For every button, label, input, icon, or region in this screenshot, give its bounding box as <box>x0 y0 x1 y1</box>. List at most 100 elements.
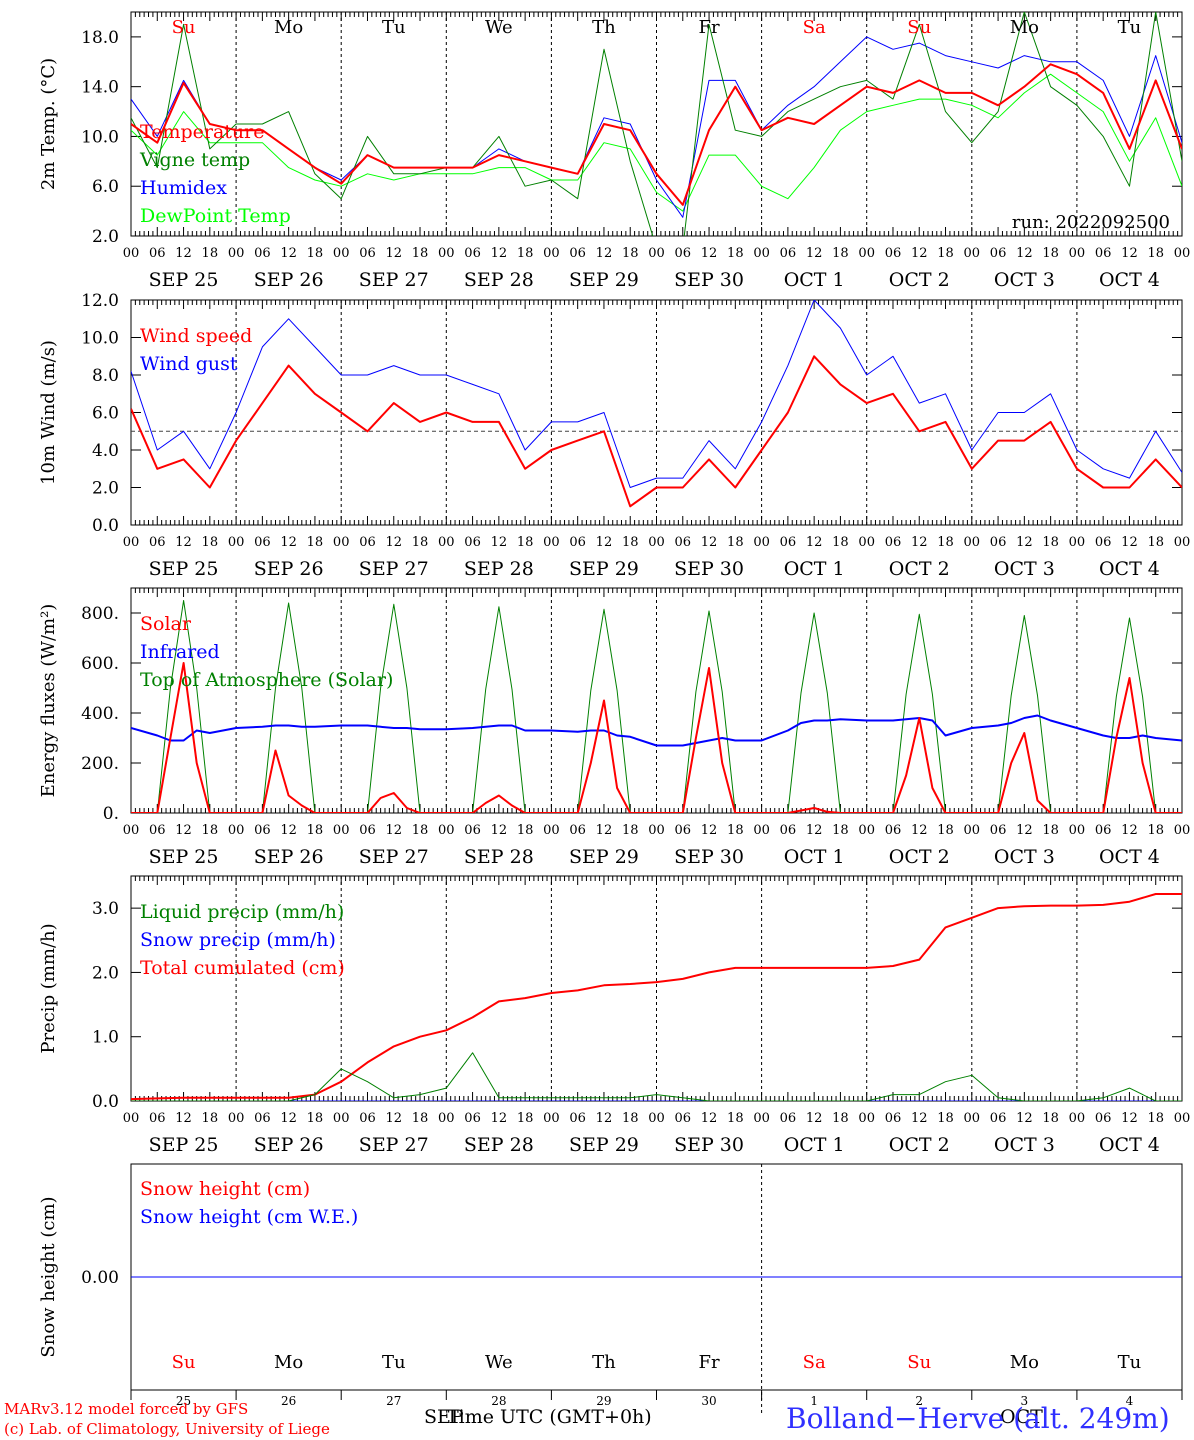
hour-tick-label: 18 <box>307 246 324 261</box>
weekday-label: Su <box>172 17 196 38</box>
series-line <box>131 893 1182 1101</box>
hour-tick-label: 12 <box>911 823 928 838</box>
weekday-label: Th <box>592 1352 616 1373</box>
hour-tick-label: 00 <box>858 535 875 550</box>
hour-tick-label: 12 <box>701 1111 718 1126</box>
time-ticks <box>130 12 1183 236</box>
series-line <box>131 12 1182 236</box>
date-label: SEP 26 <box>254 846 324 868</box>
y-tick-label: 6.0 <box>92 177 119 197</box>
hour-tick-label: 18 <box>832 823 849 838</box>
y-tick-label: 800. <box>81 604 119 624</box>
date-label: SEP 25 <box>149 269 219 291</box>
hour-tick-label: 00 <box>438 1111 455 1126</box>
hour-tick-label: 00 <box>123 823 140 838</box>
hour-tick-label: 18 <box>727 535 744 550</box>
hour-tick-label: 12 <box>1121 1111 1138 1126</box>
date-label: SEP 26 <box>254 1134 324 1156</box>
hour-tick-label: 12 <box>491 246 508 261</box>
weekday-label: Sa <box>803 1352 826 1373</box>
hour-tick-label: 12 <box>911 246 928 261</box>
hour-tick-label: 00 <box>1174 823 1191 838</box>
hour-tick-label: 06 <box>569 823 586 838</box>
weekday-label: Su <box>907 1352 931 1373</box>
legend-entry: Liquid precip (mm/h) <box>140 901 344 923</box>
date-label: OCT 2 <box>889 558 950 580</box>
series-line <box>131 63 1182 206</box>
date-label: SEP 28 <box>464 846 534 868</box>
hour-tick-label: 00 <box>858 246 875 261</box>
legend-entry: Total cumulated (cm) <box>140 957 345 979</box>
y-tick-label: 400. <box>81 704 119 724</box>
hour-tick-label: 12 <box>806 1111 823 1126</box>
date-label: OCT 3 <box>994 558 1055 580</box>
hour-tick-label: 00 <box>858 1111 875 1126</box>
hour-tick-label: 06 <box>464 535 481 550</box>
weekday-label: Tu <box>1118 17 1142 38</box>
hour-tick-label: 18 <box>1147 535 1164 550</box>
hour-tick-label: 12 <box>1016 1111 1033 1126</box>
date-label: SEP 27 <box>359 1134 429 1156</box>
date-label: SEP 26 <box>254 269 324 291</box>
hour-tick-label: 18 <box>1147 1111 1164 1126</box>
hour-tick-label: 12 <box>1121 246 1138 261</box>
hour-tick-label: 18 <box>517 1111 534 1126</box>
hour-tick-label: 18 <box>1042 535 1059 550</box>
hour-tick-label: 00 <box>123 1111 140 1126</box>
hour-tick-label: 12 <box>1016 535 1033 550</box>
hour-tick-label: 18 <box>202 246 219 261</box>
hour-tick-label: 18 <box>622 246 639 261</box>
day-number-label: 27 <box>386 1394 401 1408</box>
date-label: OCT 2 <box>889 1134 950 1156</box>
date-label: SEP 27 <box>359 846 429 868</box>
hour-tick-label: 06 <box>569 1111 586 1126</box>
hour-tick-label: 00 <box>438 823 455 838</box>
y-tick-label: 1.0 <box>92 1028 119 1048</box>
legend-entry: Solar <box>140 613 192 635</box>
weekday-label: Tu <box>1118 1352 1142 1373</box>
credit-line-2: (c) Lab. of Climatology, University of L… <box>4 1420 330 1438</box>
date-label: OCT 2 <box>889 846 950 868</box>
hour-tick-label: 06 <box>1095 1111 1112 1126</box>
hour-tick-label: 00 <box>123 535 140 550</box>
date-label: SEP 25 <box>149 558 219 580</box>
date-label: SEP 27 <box>359 558 429 580</box>
date-label: OCT 4 <box>1099 1134 1160 1156</box>
date-label: OCT 4 <box>1099 269 1160 291</box>
hour-tick-label: 12 <box>1121 823 1138 838</box>
date-label: SEP 29 <box>569 269 639 291</box>
weekday-label: Mo <box>274 17 303 38</box>
hour-tick-label: 00 <box>753 1111 770 1126</box>
hour-tick-label: 18 <box>622 823 639 838</box>
hour-tick-label: 00 <box>543 246 560 261</box>
legend-entry: Top of Atmosphere (Solar) <box>140 669 393 691</box>
hour-tick-label: 06 <box>149 823 166 838</box>
weekday-label: Tu <box>382 1352 406 1373</box>
date-label: SEP 25 <box>149 1134 219 1156</box>
hour-tick-label: 00 <box>1069 246 1086 261</box>
hour-tick-label: 06 <box>254 1111 271 1126</box>
hour-tick-label: 12 <box>1121 535 1138 550</box>
legend-entry: Snow height (cm W.E.) <box>140 1206 358 1228</box>
hour-tick-label: 12 <box>596 1111 613 1126</box>
weekday-label: Fr <box>699 1352 720 1373</box>
hour-tick-label: 00 <box>1174 535 1191 550</box>
panels: 2.06.010.014.018.02m Temp. (°C) Temperatu… <box>38 11 1191 1416</box>
legend-entry: Infrared <box>140 641 220 663</box>
day-number-label: 4 <box>1126 1394 1134 1408</box>
time-ticks <box>130 300 1183 525</box>
hour-tick-label: 00 <box>543 1111 560 1126</box>
weekday-label: Mo <box>1010 17 1039 38</box>
date-label: SEP 28 <box>464 1134 534 1156</box>
hour-tick-label: 18 <box>1147 246 1164 261</box>
hour-tick-label: 06 <box>675 823 692 838</box>
hour-tick-label: 12 <box>280 823 297 838</box>
weekday-label: Su <box>172 1352 196 1373</box>
panel-precip: 0.0 1.0 2.0 3.0 Precip (mm/h) Liquid precip (… <box>38 875 1190 1156</box>
hour-tick-label: 12 <box>385 1111 402 1126</box>
hour-tick-label: 12 <box>1016 823 1033 838</box>
hour-tick-label: 18 <box>202 535 219 550</box>
y-tick-label: 10.0 <box>81 127 119 147</box>
weekday-label: We <box>485 17 513 38</box>
